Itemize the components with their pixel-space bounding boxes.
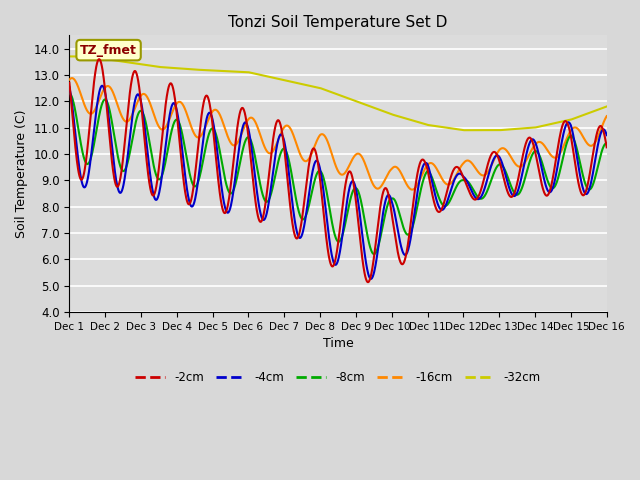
- Text: TZ_fmet: TZ_fmet: [80, 44, 137, 57]
- Legend: -2cm, -4cm, -8cm, -16cm, -32cm: -2cm, -4cm, -8cm, -16cm, -32cm: [131, 367, 545, 389]
- Title: Tonzi Soil Temperature Set D: Tonzi Soil Temperature Set D: [228, 15, 448, 30]
- Y-axis label: Soil Temperature (C): Soil Temperature (C): [15, 109, 28, 238]
- X-axis label: Time: Time: [323, 337, 353, 350]
